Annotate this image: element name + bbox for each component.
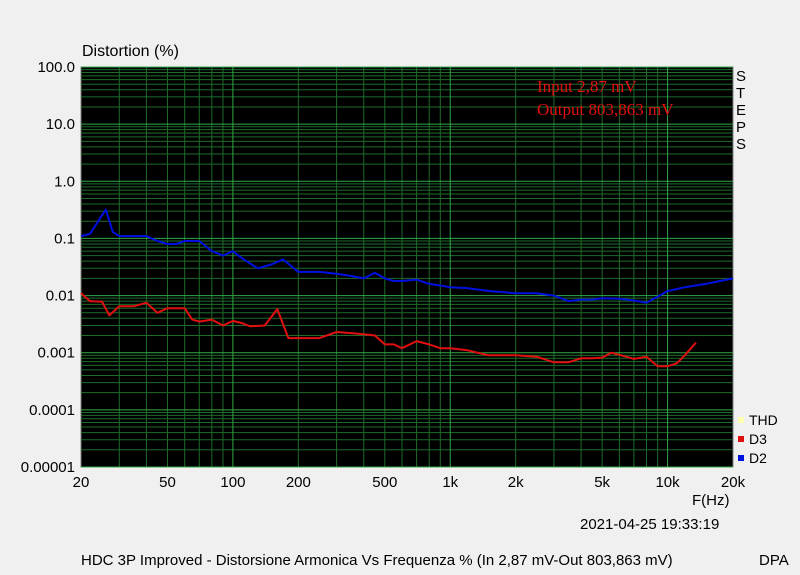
timestamp: 2021-04-25 19:33:19 (580, 516, 719, 533)
steps-letter: E (736, 102, 746, 119)
y-tick-label: 0.00001 (21, 459, 75, 476)
annotation-output: Output 803,863 mV (537, 100, 674, 119)
x-tick-label: 200 (286, 474, 311, 491)
chart-title: Distortion (%) (82, 43, 179, 60)
series-line-d2 (80, 208, 734, 304)
x-axis-ticks: 20 50 100 200 500 1k 2k 5k 10k 20k (73, 474, 746, 491)
x-tick-label: 100 (220, 474, 245, 491)
y-tick-label: 100.0 (37, 59, 75, 76)
steps-letter: P (736, 119, 746, 136)
y-tick-label: 10.0 (46, 116, 75, 133)
steps-letter: S (736, 68, 746, 85)
legend-swatch-thd (738, 417, 744, 423)
y-tick-label: 0.01 (46, 288, 75, 305)
legend-swatch-d2 (738, 455, 744, 461)
x-tick-label: 500 (372, 474, 397, 491)
x-tick-label: 10k (655, 474, 680, 491)
y-axis-ticks: 0.00001 0.0001 0.001 0.01 0.1 1.0 10.0 100.0 (21, 59, 75, 476)
annotation-input: Input 2,87 mV (537, 77, 637, 96)
legend-swatch-d3 (738, 436, 744, 442)
steps-letter: T (736, 85, 745, 102)
series-layer (80, 208, 734, 368)
y-tick-label: 0.0001 (29, 402, 75, 419)
x-tick-label: 2k (508, 474, 524, 491)
x-tick-label: 20k (721, 474, 746, 491)
footer-right-label: DPA (759, 552, 789, 569)
grid-lines (81, 66, 733, 468)
legend-label-d2: D2 (749, 450, 767, 466)
steps-letter: S (736, 136, 746, 153)
x-tick-label: 50 (159, 474, 176, 491)
legend-label-thd: THD (749, 412, 778, 428)
y-tick-label: 0.1 (54, 230, 75, 247)
legend: THD D3 D2 (738, 412, 778, 466)
legend-label-d3: D3 (749, 431, 767, 447)
y-tick-label: 0.001 (37, 345, 75, 362)
x-tick-label: 20 (73, 474, 90, 491)
x-axis-label: F(Hz) (692, 492, 730, 509)
series-line-d3 (80, 292, 697, 368)
y-tick-label: 1.0 (54, 173, 75, 190)
x-tick-label: 5k (594, 474, 610, 491)
plot-area (80, 66, 734, 468)
x-tick-label: 1k (442, 474, 458, 491)
chart-caption: HDC 3P Improved - Distorsione Armonica V… (81, 552, 673, 569)
